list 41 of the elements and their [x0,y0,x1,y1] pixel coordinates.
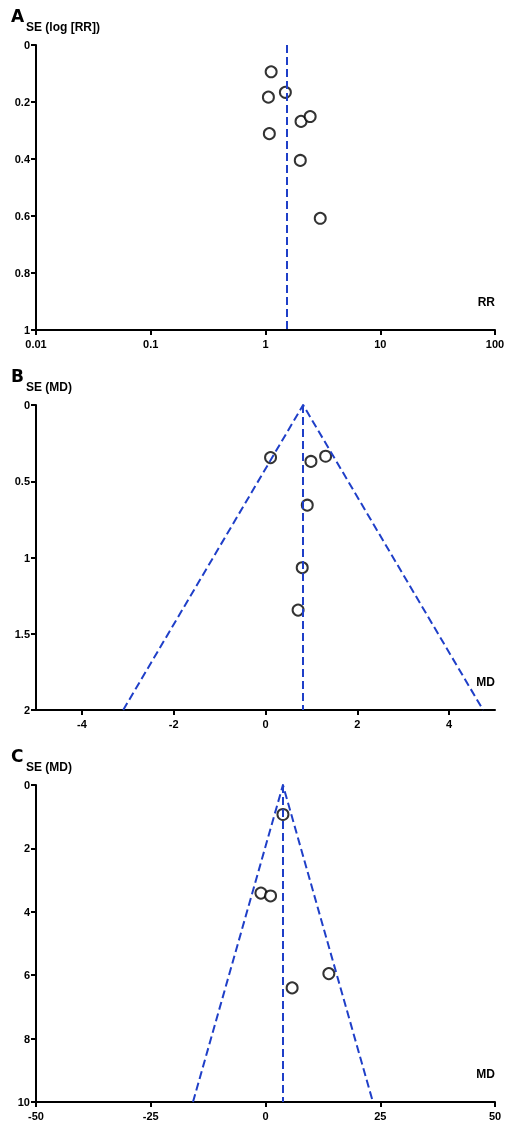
y-tick-label: 0.8 [14,267,30,279]
y-tick-label: 10 [17,1096,30,1108]
y-tick-label: 0 [23,39,30,51]
y-tick-label: 0 [23,779,30,791]
y-tick-label: 0.4 [14,153,31,165]
x-tick-label: 10 [374,337,387,350]
x-tick-label: 50 [488,1109,502,1122]
y-tick-label: 2 [23,842,30,855]
x-tick-label: -25 [142,1109,159,1122]
x-tick-label: 0.1 [143,337,159,350]
y-tick-label: 1 [23,324,30,336]
chart-title: A [11,5,25,26]
x-tick-label: -4 [77,717,88,730]
x-tick-label: 4 [446,717,454,730]
x-axis-title: MD [476,1067,496,1081]
y-tick-label: 0.2 [14,96,30,108]
x-tick-label: -2 [168,717,179,730]
y-tick-label: 6 [23,969,30,982]
y-tick-label: 8 [23,1032,30,1045]
y-tick-label: 1.5 [14,627,30,640]
y-tick-label: 0.5 [14,475,30,488]
x-tick-label: 0 [262,717,269,730]
x-tick-label: 2 [354,717,361,730]
y-tick-label: 2 [23,704,30,716]
x-axis-title: RR [477,295,496,309]
x-tick-label: 25 [374,1109,387,1122]
y-tick-label: 1 [23,551,30,564]
x-tick-label: 0 [262,1109,269,1122]
y-tick-label: 0.6 [14,210,30,222]
x-tick-label: 1 [262,337,269,350]
y-axis-title: SE (log [RR]) [26,20,100,34]
y-axis-title: SE (MD) [26,760,72,774]
y-tick-label: 0 [23,399,30,411]
x-tick-label: 0.01 [25,337,47,350]
x-tick-label: 100 [485,337,505,350]
chart-title: C [11,745,24,766]
x-tick-label: -50 [28,1109,44,1122]
y-axis-title: SE (MD) [26,380,72,394]
chart-title: B [11,365,24,386]
y-tick-label: 4 [23,905,31,918]
x-axis-title: MD [476,675,496,689]
